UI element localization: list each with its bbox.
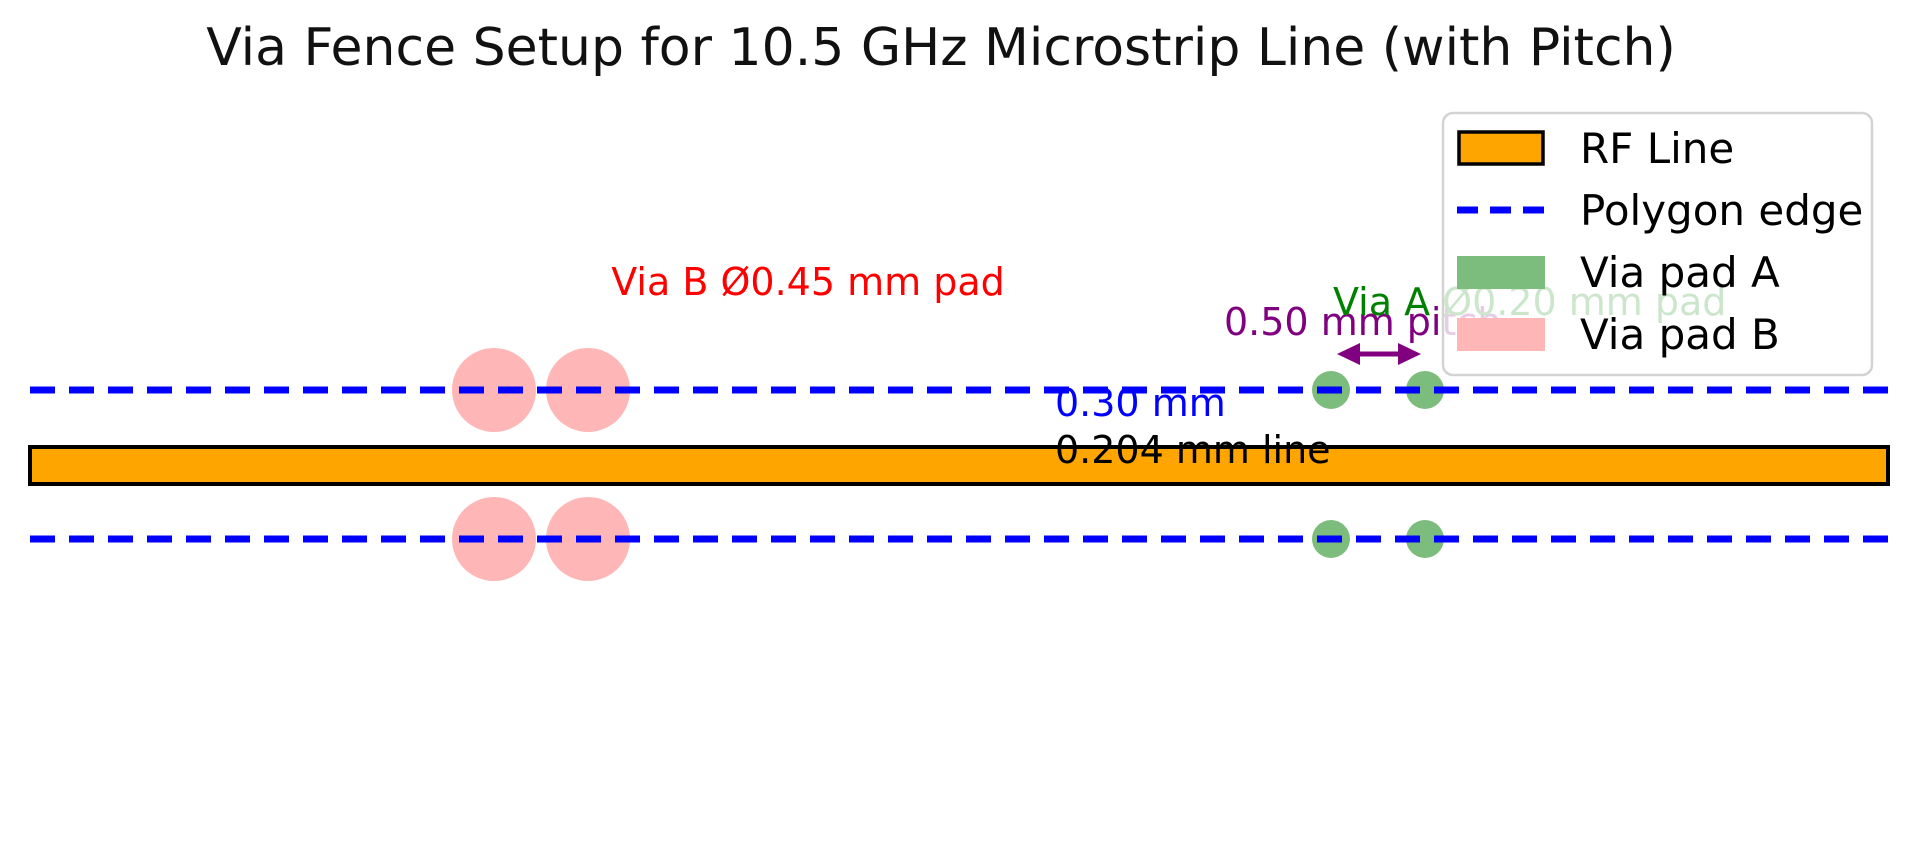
legend-label-rf-line: RF Line	[1580, 124, 1734, 173]
legend-swatch-rf-line-icon	[1457, 130, 1545, 166]
legend-swatch-via-pad-b-icon	[1457, 318, 1545, 351]
pitch-arrow-head-right	[1398, 343, 1421, 365]
legend-item-rf-line: RF Line	[1457, 124, 1734, 173]
pitch-arrow	[1337, 343, 1421, 365]
legend-item-via-pad-a: Via pad A	[1457, 248, 1780, 297]
legend-item-polygon-edge: Polygon edge	[1457, 186, 1863, 235]
via-pad-a-circle	[1406, 520, 1444, 558]
figure-title: Via Fence Setup for 10.5 GHz Microstrip …	[206, 18, 1676, 78]
legend-item-via-pad-b: Via pad B	[1457, 310, 1780, 359]
legend-box	[1441, 111, 1874, 377]
pitch-arrow-head-left	[1337, 343, 1360, 365]
via-pad-a-circle	[1406, 371, 1444, 409]
legend-label-via-pad-a: Via pad A	[1580, 248, 1780, 297]
legend-label-polygon-edge: Polygon edge	[1580, 186, 1863, 235]
rf-line-bar	[28, 445, 1890, 486]
line-width-annotation: 0.204 mm line	[1055, 428, 1331, 472]
via-pad-b-circle	[452, 497, 536, 581]
legend-swatch-via-pad-a-icon	[1457, 256, 1545, 289]
legend: RF Line Polygon edge Via pad A Via pad B	[1441, 111, 1874, 377]
via-b-annotation: Via B Ø0.45 mm pad	[611, 260, 1004, 304]
via-pad-b-circle	[452, 348, 536, 432]
clearance-annotation: 0.30 mm	[1055, 381, 1226, 425]
legend-label-via-pad-b: Via pad B	[1580, 310, 1780, 359]
